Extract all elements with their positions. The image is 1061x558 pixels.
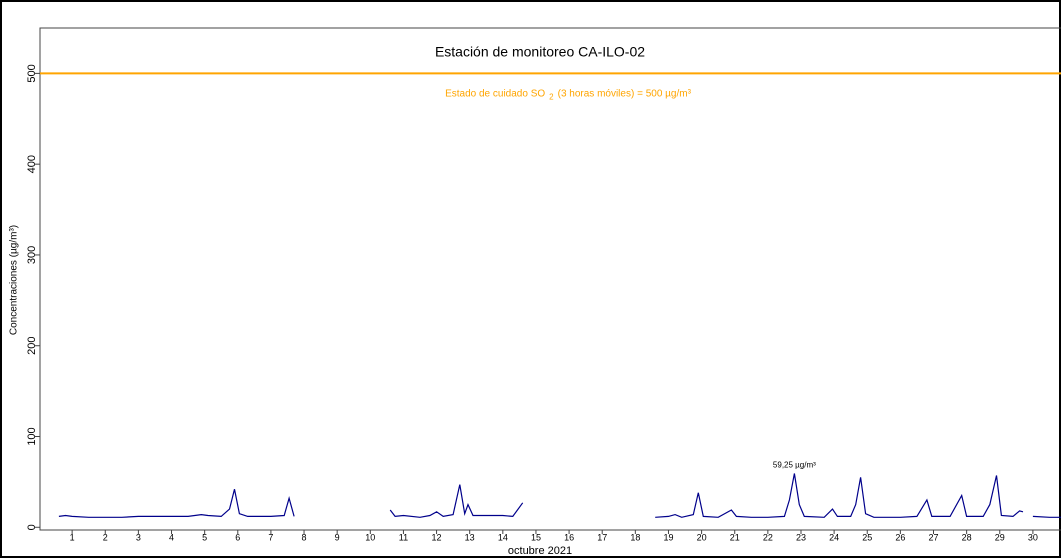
x-tick-label: 7 [268,532,273,542]
x-tick-label: 8 [302,532,307,542]
threshold-label: Estado de cuidado SO 2 (3 horas móviles) =… [445,88,692,101]
chart-title: Estación de monitoreo CA-ILO-02 [435,44,645,60]
x-tick-label: 11 [399,532,408,542]
y-tick-label: 200 [26,337,38,355]
x-axis-label: octubre 2021 [508,545,572,557]
y-tick-label: 300 [26,246,38,264]
x-tick-label: 27 [928,532,938,542]
x-tick-label: 3 [136,532,141,542]
x-tick-label: 30 [1028,532,1038,542]
y-tick-label: 400 [26,155,38,173]
line-series [1032,515,1061,518]
x-tick-label: 15 [531,532,541,542]
x-tick-label: 6 [235,532,240,542]
x-tick-label: 22 [763,532,773,542]
x-tick-label: 1 [70,532,75,542]
y-axis-label: Concentraciones (µg/m³) [9,225,20,335]
x-tick-label: 20 [697,532,707,542]
x-tick-label: 5 [202,532,207,542]
threshold-label-part: 2 [549,92,554,101]
x-tick-label: 24 [829,532,839,542]
y-tick-label: 500 [26,64,38,82]
x-tick-label: 4 [169,532,174,542]
x-tick-label: 29 [995,532,1005,542]
threshold-label-part: (3 horas móviles) = 500 µg/m³ [558,88,692,99]
x-tick-label: 18 [630,532,640,542]
plot-box [39,27,1061,531]
x-tick-label: 14 [498,532,508,542]
x-tick-label: 13 [465,532,475,542]
y-tick-label: 0 [26,524,38,530]
x-tick-label: 25 [862,532,872,542]
x-tick-label: 12 [432,532,442,542]
line-series [58,489,295,518]
x-tick-label: 28 [962,532,972,542]
x-tick-label: 26 [895,532,905,542]
x-tick-label: 9 [335,532,340,542]
x-tick-label: 21 [730,532,740,542]
line-series [655,473,1024,518]
x-tick-label: 10 [365,532,375,542]
x-tick-label: 16 [564,532,574,542]
x-tick-label: 2 [103,532,108,542]
x-tick-label: 17 [597,532,607,542]
line-series [389,484,524,518]
x-tick-label: 19 [663,532,673,542]
threshold-label-part: Estado de cuidado SO [445,88,545,99]
x-tick-label: 23 [796,532,806,542]
annotation-label: 59,25 µg/m³ [773,461,816,470]
y-tick-label: 100 [26,427,38,445]
